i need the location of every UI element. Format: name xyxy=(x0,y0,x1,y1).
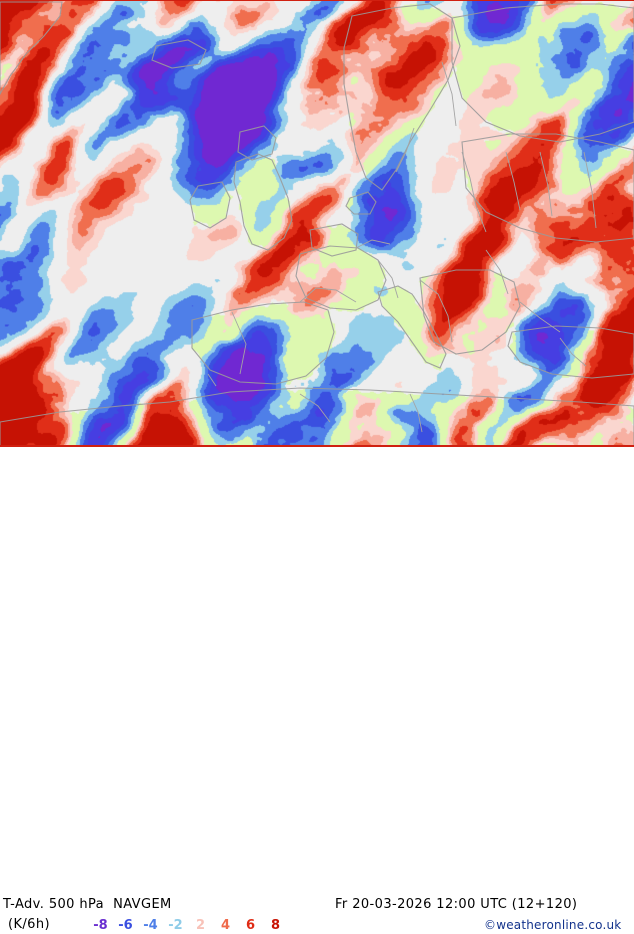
unit-label: (K/6h) xyxy=(8,917,50,932)
copyright-label: ©weatheronline.co.uk xyxy=(484,918,622,932)
parameter-title: T-Adv. 500 hPa NAVGEM xyxy=(3,897,172,912)
weather-map-panel[interactable] xyxy=(0,0,634,447)
legend-tick-minus6: -6 xyxy=(118,917,133,933)
legend-tick-6: 6 xyxy=(245,917,256,933)
map-footer: T-Adv. 500 hPa NAVGEM (K/6h) Fr 20-03-20… xyxy=(0,447,634,933)
color-scale-legend[interactable]: -8 -6 -4 -2 2 4 6 8 xyxy=(88,916,288,934)
run-datetime-label: Fr 20-03-2026 12:00 UTC (12+120) xyxy=(335,897,578,912)
legend-tick-2: 2 xyxy=(195,917,206,933)
temperature-advection-field xyxy=(0,1,634,445)
legend-tick-minus8: -8 xyxy=(93,917,108,933)
legend-tick-4: 4 xyxy=(220,917,231,933)
legend-tick-minus2: -2 xyxy=(168,917,183,933)
legend-tick-minus4: -4 xyxy=(143,917,158,933)
legend-tick-8: 8 xyxy=(270,917,281,933)
